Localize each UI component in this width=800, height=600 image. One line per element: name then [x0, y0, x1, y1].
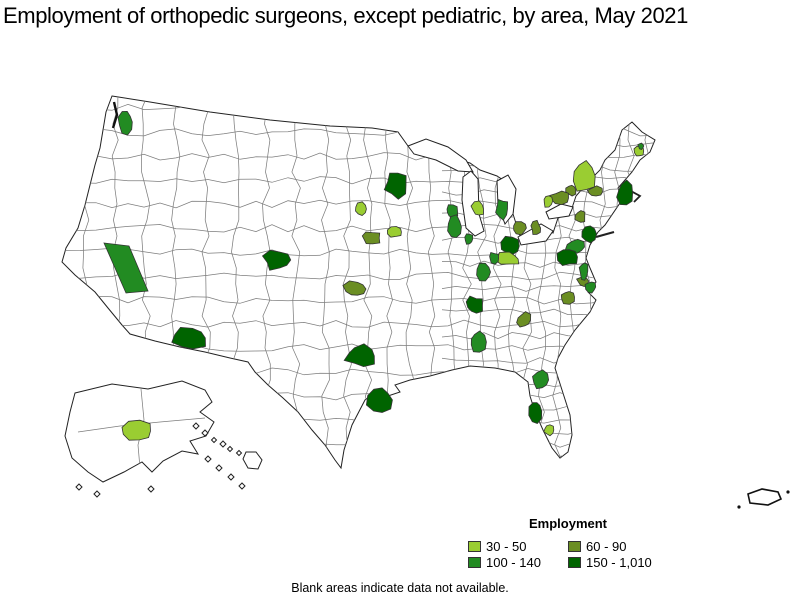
- employment-area: [543, 195, 554, 208]
- employment-area: [361, 231, 381, 245]
- employment-area: [584, 281, 597, 294]
- employment-area: [261, 249, 292, 271]
- alaska-island: [227, 473, 235, 481]
- legend-label: 60 - 90: [586, 539, 627, 554]
- hawaii-island: [201, 429, 209, 437]
- employment-area: [464, 233, 474, 245]
- employment-area: [386, 226, 402, 238]
- employment-area: [383, 172, 407, 200]
- alaska-island: [238, 482, 246, 490]
- hawaii-island: [242, 451, 263, 470]
- footnote: Blank areas indicate data not available.: [291, 581, 509, 595]
- hawaii-island: [219, 440, 227, 448]
- employment-area: [495, 198, 509, 221]
- employment-area: [516, 311, 532, 328]
- legend-title: Employment: [528, 516, 607, 531]
- employment-area: [489, 252, 500, 265]
- employment-area: [500, 235, 520, 255]
- lake-superior: [407, 138, 474, 173]
- alaska-island: [204, 455, 212, 463]
- long-island: [595, 230, 615, 239]
- legend: Employment 30 - 50 60 - 90 100 - 140 150 - …: [468, 516, 668, 569]
- hawaii-island: [235, 449, 243, 457]
- alaska-island: [75, 483, 83, 491]
- hawaii-island: [210, 436, 218, 444]
- map-title: Employment of orthopedic surgeons, excep…: [3, 3, 688, 28]
- legend-swatch: [568, 541, 581, 552]
- alaska-island: [147, 485, 155, 493]
- employment-area: [342, 280, 367, 296]
- employment-area: [530, 219, 542, 235]
- employment-area: [470, 200, 484, 216]
- employment-area: [587, 185, 603, 197]
- employment-area: [543, 424, 555, 437]
- employment-area: [572, 159, 596, 192]
- employment-area: [560, 291, 575, 305]
- puerto-rico-outline: [747, 488, 783, 506]
- employment-area: [513, 221, 527, 236]
- puget-sound: [111, 101, 119, 129]
- legend-label: 100 - 140: [486, 555, 541, 570]
- employment-area: [532, 369, 550, 390]
- alaska-island: [93, 490, 101, 498]
- colored-areas: [103, 110, 645, 441]
- employment-area: [581, 225, 598, 244]
- employment-area: [447, 214, 462, 239]
- legend-swatch: [468, 557, 481, 568]
- legend-swatch: [468, 541, 481, 552]
- legend-item: 60 - 90: [568, 540, 668, 553]
- employment-area: [343, 343, 375, 368]
- legend-swatch: [568, 557, 581, 568]
- employment-area: [616, 179, 634, 206]
- legend-item: 150 - 1,010: [568, 556, 668, 569]
- lake-ontario: [545, 203, 574, 220]
- puerto-rico-island: [786, 490, 790, 494]
- alaska-island: [215, 464, 223, 472]
- legend-item: 30 - 50: [468, 540, 568, 553]
- employment-area: [574, 210, 586, 223]
- hawaii-island: [192, 422, 200, 430]
- employment-area: [365, 387, 393, 413]
- legend-label: 150 - 1,010: [586, 555, 652, 570]
- legend-label: 30 - 50: [486, 539, 527, 554]
- employment-area: [121, 419, 151, 441]
- hawaii-island: [226, 445, 234, 453]
- legend-item: 100 - 140: [468, 556, 568, 569]
- puerto-rico-island: [737, 505, 741, 509]
- employment-area: [578, 262, 589, 281]
- employment-area: [355, 201, 367, 216]
- employment-area: [556, 249, 578, 266]
- employment-area: [103, 242, 149, 294]
- employment-area: [476, 262, 491, 282]
- employment-area: [637, 142, 645, 150]
- employment-area: [465, 295, 483, 314]
- employment-area: [171, 326, 206, 350]
- employment-area: [117, 110, 133, 136]
- employment-area: [470, 330, 487, 353]
- legend-items: 30 - 50 60 - 90 100 - 140 150 - 1,010: [468, 540, 668, 569]
- employment-area: [528, 402, 543, 424]
